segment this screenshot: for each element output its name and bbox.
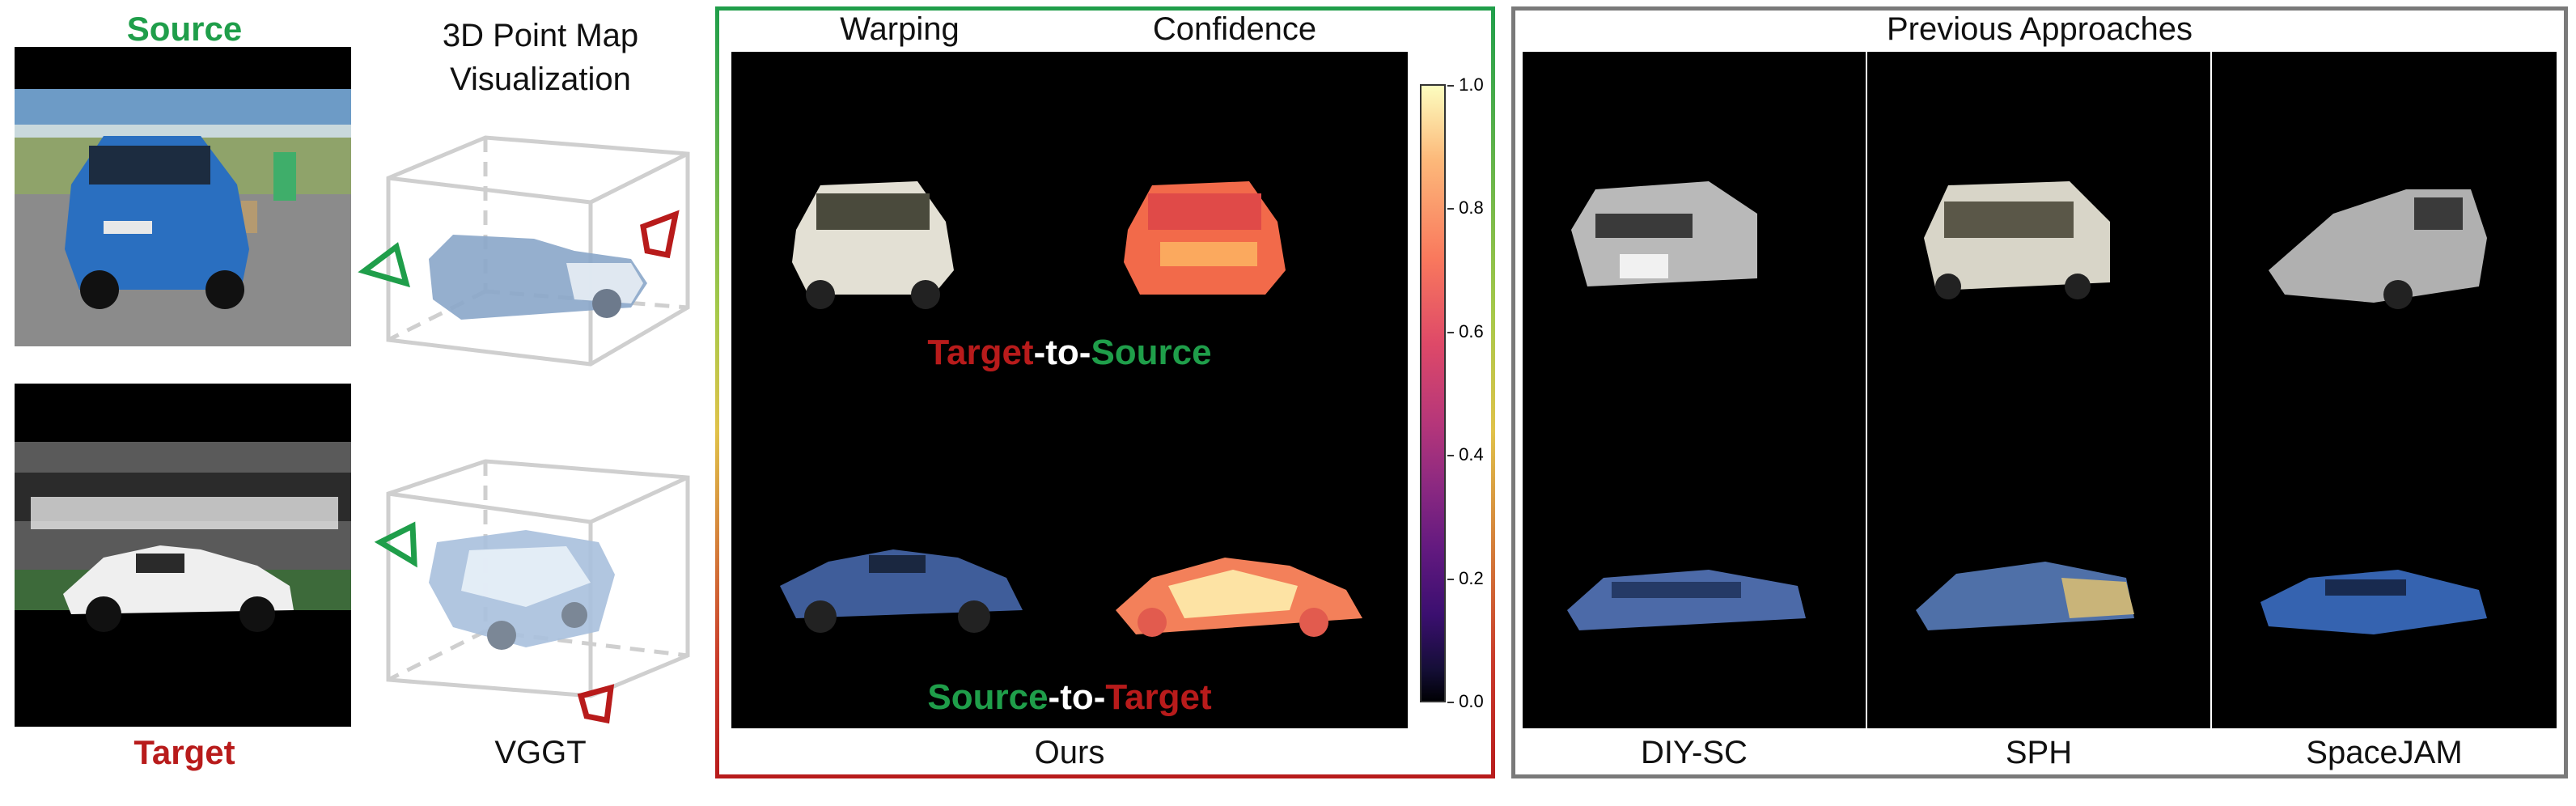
pointmap-top-cube [358,135,690,367]
sph-panel [1867,52,2210,728]
colorbar-tick: 0.2 [1447,568,1484,589]
confidence-label: Confidence [1152,11,1317,47]
t2s-connector: -to- [1033,333,1091,372]
confidence-colorbar [1420,84,1446,702]
diy-sc-art [1567,181,1806,630]
diy-sc-panel [1523,52,1866,728]
previous-approaches-title: Previous Approaches [1886,11,2193,47]
pointmap-title-line2: Visualization [450,62,631,97]
colorbar-ticks: 1.0 0.8 0.6 0.4 0.2 0.0 [1447,74,1496,711]
pointmap-car-bottom [429,530,615,650]
source-camera-icon [374,521,417,568]
pointmap-car-top [429,235,647,320]
colorbar-tick-label: 0.0 [1459,691,1484,711]
method-label-diy-sc: DIY-SC [1641,735,1748,770]
t2s-source-word: Source [1091,333,1212,372]
ours-art [780,181,1362,637]
colorbar-tick: 0.4 [1447,444,1484,465]
s2t-source-word: Source [927,677,1049,717]
colorbar-tick: 0.0 [1447,691,1484,712]
colorbar-tick-label: 0.2 [1459,568,1484,588]
s2t-target-word: Target [1105,677,1212,717]
pointmap-bottom-cube [374,459,690,724]
t2s-target-word: Target [927,333,1034,372]
source-camera-icon [358,242,410,288]
spacejam-art [2260,189,2487,634]
vggt-label: VGGT [494,735,587,770]
target-camera-icon [640,210,680,259]
source-image [15,47,351,346]
source-label: Source [126,10,243,48]
method-label-spacejam: SpaceJAM [2306,735,2463,770]
target-to-source-caption: Target-to-Source [731,335,1408,371]
pointmap-title-line1: 3D Point Map [442,18,639,53]
warping-label: Warping [840,11,960,47]
target-camera-icon [577,684,615,724]
source-to-target-caption: Source-to-Target [731,680,1408,715]
previous-panel-frame [1511,6,2568,778]
target-label: Target [133,733,235,771]
colorbar-tick: 0.8 [1447,197,1484,218]
colorbar-tick: 0.6 [1447,321,1484,342]
ours-label: Ours [1034,735,1105,770]
target-image [15,384,351,727]
colorbar-tick-label: 1.0 [1459,74,1484,95]
colorbar-tick-label: 0.8 [1459,197,1484,218]
ours-canvas [731,52,1408,728]
method-label-sph: SPH [2005,735,2073,770]
spacejam-panel [2212,52,2557,728]
colorbar-tick-label: 0.4 [1459,444,1484,465]
colorbar-tick-label: 0.6 [1459,321,1484,341]
target-photo-art [15,442,351,632]
sph-art [1916,181,2134,630]
source-photo-art [15,89,351,346]
colorbar-tick: 1.0 [1447,74,1484,95]
s2t-connector: -to- [1048,677,1106,717]
